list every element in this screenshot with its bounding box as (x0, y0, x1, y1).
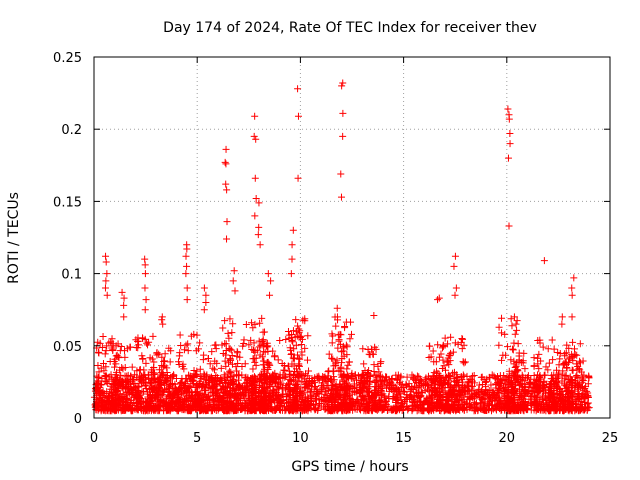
y-tick-label: 0.25 (53, 51, 82, 66)
y-tick-label: 0.2 (61, 123, 82, 138)
data-point (201, 376, 209, 384)
x-tick-label: 20 (499, 431, 516, 446)
x-tick-label: 0 (90, 431, 98, 446)
y-tick-label: 0.05 (53, 340, 82, 355)
data-point (372, 374, 380, 382)
x-axis-label: GPS time / hours (291, 459, 408, 475)
data-point (350, 380, 358, 388)
grid-lines (94, 57, 610, 418)
data-point (541, 371, 549, 379)
x-tick-label: 5 (193, 431, 201, 446)
data-point (423, 379, 431, 387)
data-point (234, 376, 242, 384)
data-point (422, 374, 430, 382)
data-point (355, 399, 363, 407)
data-point (475, 385, 483, 393)
y-tick-label: 0 (74, 412, 82, 427)
data-point (495, 379, 503, 387)
data-points (90, 79, 593, 415)
y-tick-label: 0.15 (53, 195, 82, 210)
x-tick-label: 10 (292, 431, 309, 446)
data-point (349, 406, 357, 414)
data-point (276, 380, 284, 388)
data-point (127, 396, 135, 404)
y-axis-label: ROTI / TECUs (6, 192, 22, 284)
data-point (104, 380, 112, 388)
data-point (446, 372, 454, 380)
data-point (406, 392, 414, 400)
chart-title: Day 174 of 2024, Rate Of TEC Index for r… (163, 20, 537, 36)
y-tick-label: 0.1 (61, 268, 82, 283)
data-point (282, 372, 290, 380)
x-tick-label: 15 (395, 431, 412, 446)
x-tick-label: 25 (602, 431, 619, 446)
data-point (584, 380, 592, 388)
data-point (465, 378, 473, 386)
data-point (470, 372, 478, 380)
data-point (405, 380, 413, 388)
